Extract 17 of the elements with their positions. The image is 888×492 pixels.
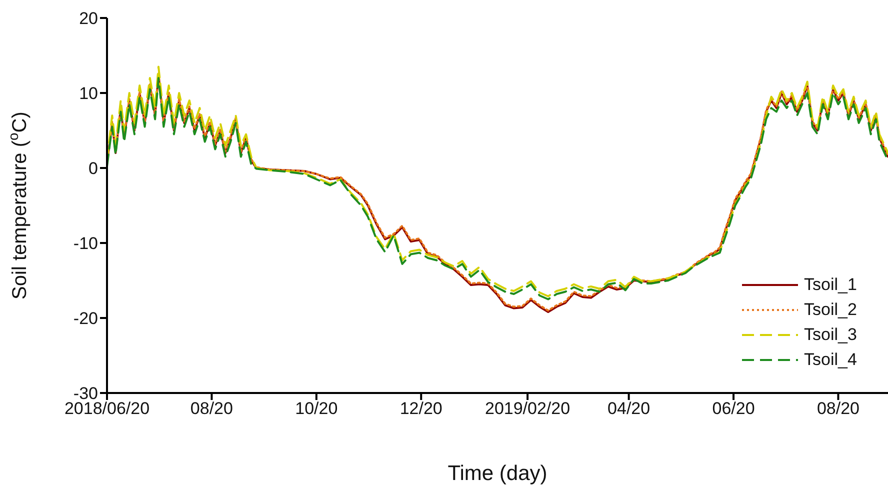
x-tick-label: 12/20	[400, 399, 442, 418]
x-axis-title: Time (day)	[448, 462, 548, 485]
x-tick-label: 04/20	[608, 399, 650, 418]
legend-label: Tsoil_4	[804, 350, 857, 370]
legend-label: Tsoil_2	[804, 300, 857, 320]
x-tick-label: 08/20	[816, 399, 860, 418]
y-tick-label: 10	[79, 84, 98, 104]
y-tick-label: 20	[79, 9, 98, 28]
legend-label: Tsoil_3	[804, 324, 857, 344]
y-tick-label: -10	[73, 234, 98, 254]
x-tick-label: 2019/02/20	[484, 399, 570, 418]
y-tick-label: 0	[88, 159, 98, 178]
y-tick-label: -20	[73, 309, 98, 328]
x-tick-label: 10/20	[295, 399, 338, 418]
x-tick-label: 08/20	[190, 399, 233, 418]
legend-label: Tsoil_1	[804, 274, 857, 294]
x-tick-label: 06/20	[712, 399, 755, 418]
